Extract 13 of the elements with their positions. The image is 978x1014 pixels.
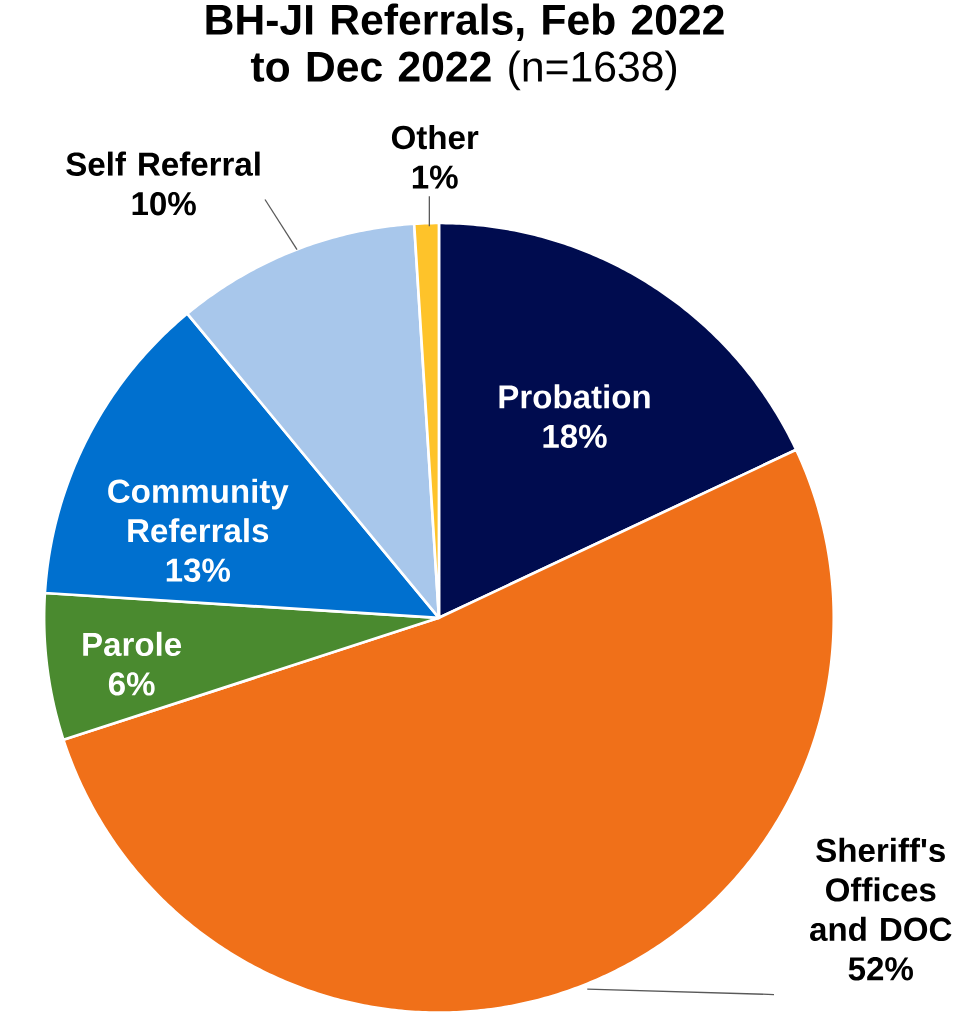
slice-label: Parole (83, 631, 182, 657)
data-label: 6% (109, 672, 155, 696)
data-label: 10% (132, 191, 197, 216)
data-label: 13% (166, 558, 231, 582)
slice-label: Sheriff's Offices and DOC (810, 837, 952, 942)
slice-label: Community Referrals (108, 478, 289, 543)
chart-title: BH-JI Referrals, Feb 2022 to Dec 2022 (n=1638) (206, 3, 724, 91)
data-label: 18% (543, 424, 607, 449)
slice-label: Self Referral (66, 151, 260, 176)
data-label: 52% (848, 957, 914, 981)
slice-label: Probation (499, 384, 650, 409)
slice-label: Other (392, 124, 479, 150)
data-label: 1% (413, 165, 458, 189)
